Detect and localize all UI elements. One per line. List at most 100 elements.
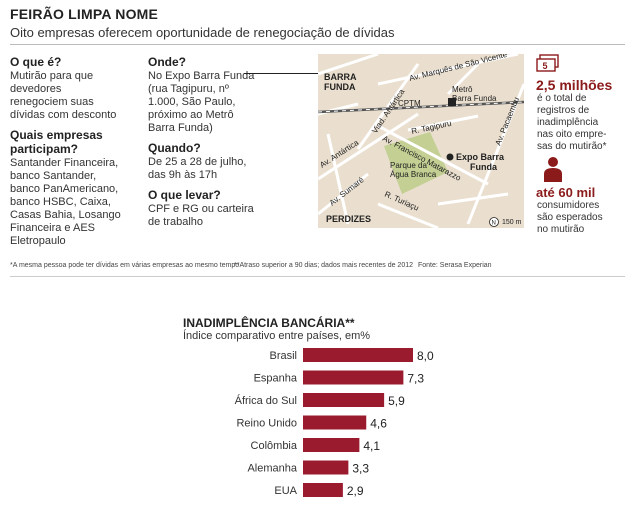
map-park [384,132,448,194]
answer-line: Barra Funda) [148,122,213,134]
question-line: participam? [10,142,79,156]
metro-marker [448,98,456,106]
north-icon [489,217,499,227]
answer-line: Mutirão para que [10,70,94,82]
stat-line: sas do mutirão* [537,141,607,152]
answer-o-que-e: Mutirão para que devedores renegociem su… [10,70,140,122]
label-parque: Parque da Água Branca [390,161,437,179]
answer-quando: De 25 a 28 de julho, das 9h às 17h [148,156,278,182]
money-icon-number: 5 [543,61,548,71]
bar [303,460,349,475]
answer-line: CPF e RG ou carteira [148,203,254,215]
expo-marker [446,153,454,161]
answer-line: devedores [10,83,62,95]
value-label: 4,1 [363,439,380,453]
question-line: Quais empresas [10,128,103,142]
value-label: 5,9 [388,394,405,408]
answer-line: das 9h às 17h [148,169,218,181]
category-label: Colômbia [251,440,298,452]
answer-line: dívidas com desconto [10,109,117,121]
page-subtitle: Oito empresas oferecem oportunidade de r… [10,25,395,40]
footnote-source: Fonte: Serasa Experian [418,262,492,269]
map-roads [318,54,524,228]
answer-line: de trabalho [148,216,204,228]
bar [303,483,343,497]
info-left-column: O que é? Mutirão para que devedores rene… [10,55,140,254]
stat-line: é o total de [537,93,587,104]
location-map: BARRA FUNDA Av. Marquês de São Vicente Vi… [318,54,524,228]
answer-line: Santander Financeira, [10,157,119,169]
stat-registros-value: 2,5 milhões [536,77,613,93]
stat-line: nas oito empre- [537,129,607,140]
road-tagipuru [407,114,479,132]
answer-line: renegociem suas [10,96,94,108]
footnote-1: *A mesma pessoa pode ter dívidas em vári… [10,262,240,269]
question-o-que-levar: O que levar? [148,188,221,202]
stat-consumidores-value: até 60 mil [536,185,596,200]
category-label: Reino Unido [236,418,297,430]
road-sumare [318,172,369,216]
bar [303,370,404,385]
label-metro: Metrô Barra Funda [452,85,497,103]
value-label: 8,0 [417,349,434,363]
road-turiacu [377,202,439,228]
bar [303,348,413,362]
label-perdizes: PERDIZES [326,214,371,224]
chart-subtitle: Índice comparativo entre países, em% [183,330,371,342]
answer-line: banco Santander, [10,170,97,182]
stat-registros-text: é o total de registros de inadimplência … [537,93,606,153]
road-marques [377,54,519,86]
stat-line: no mutirão [537,224,585,235]
question-quais-empresas: Quais empresas participam? [10,128,140,156]
road-matarazzo [377,124,489,186]
info-middle-column: Onde? No Expo Barra Funda (rua Tagipuru,… [148,55,278,235]
answer-line: Casas Bahia, Losango [10,209,121,221]
answer-line: Financeira e AES [10,222,95,234]
bar [303,393,385,407]
answer-line: De 25 a 28 de julho, [148,156,247,168]
answer-line: próximo ao Metrô [148,109,234,121]
bar [303,415,367,430]
label-scale: 150 m [502,219,522,226]
stat-line: registros de [537,105,590,116]
category-label: EUA [274,485,297,497]
category-label: Brasil [269,350,297,362]
answer-onde: No Expo Barra Funda (rua Tagipuru, nº 1.… [148,70,278,135]
stat-consumidores-text: consumidores são esperados no mutirão [537,200,603,236]
category-label: Espanha [254,373,298,385]
header-divider [10,44,625,45]
road-minor [318,54,379,76]
road-viad-antartica [356,63,420,150]
answer-line: banco HSBC, Caixa, [10,196,111,208]
road-minor [446,62,480,96]
value-label: 7,3 [407,372,424,386]
question-o-que-e: O que é? [10,55,62,69]
answer-line: No Expo Barra Funda [148,70,255,82]
person-icon [544,157,562,182]
bar-chart: Brasil 8,0 Espanha 7,3 África do Sul 5,9 Reino… [235,348,434,498]
question-quando: Quando? [148,141,201,155]
value-label: 2,9 [347,484,364,498]
road-minor [326,133,350,225]
answer-line: Eletropaulo [10,235,66,247]
chart-title: INADIMPLÊNCIA BANCÁRIA** [183,316,355,330]
footnote-divider [10,276,625,277]
answer-line: 1.000, São Paulo, [148,96,236,108]
label-expo: Expo Barra Funda [456,152,505,172]
stat-line: consumidores [537,200,600,211]
answer-quais-empresas: Santander Financeira, banco Santander, b… [10,157,140,248]
question-onde: Onde? [148,55,186,69]
bar [303,438,360,452]
road-pacaembu [466,83,524,225]
label-north: N [492,221,496,227]
map-rail-dashes [318,101,524,113]
value-label: 3,3 [352,462,369,476]
location-leader-line [244,73,322,74]
answer-line: (rua Tagipuru, nº [148,83,229,95]
map-canvas: BARRA FUNDA Av. Marquês de São Vicente Vi… [318,54,524,228]
answer-o-que-levar: CPF e RG ou carteira de trabalho [148,203,278,229]
footnote-2: **Atraso superior a 90 dias; dados mais … [234,262,413,269]
road-minor [437,192,509,206]
stat-line: inadimplência [537,117,599,128]
page-title: FEIRÃO LIMPA NOME [10,6,159,22]
